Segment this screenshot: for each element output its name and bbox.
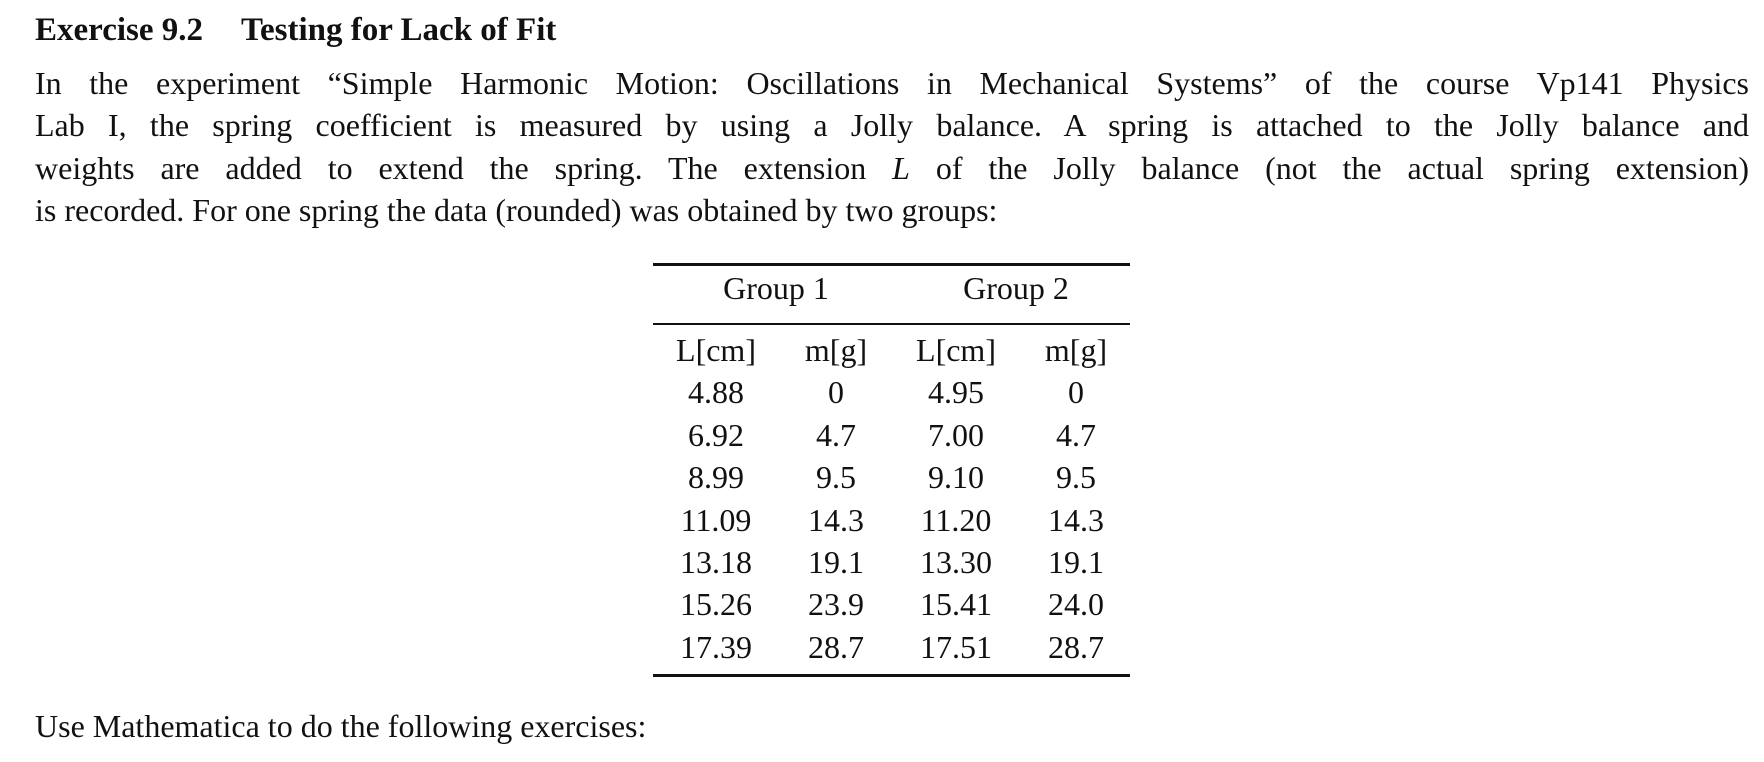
table-cell: 4.7 [1056,416,1096,453]
table-cell: 17.39 [680,628,752,665]
table-cell: 19.1 [808,544,864,580]
table-cell: 4.95 [928,374,984,411]
text-segment: of the Jolly balance (not the actual spr… [909,149,1750,186]
text-line: weights are added to extend the spring. … [35,147,1749,189]
exercise-heading: Exercise 9.2 Testing for Lack of Fit [35,12,556,49]
table-cell: 4.88 [688,374,744,411]
table-cell: 6.92 [688,416,744,453]
table-cell: 11.20 [920,501,992,538]
table-cell: 7.00 [928,416,984,453]
table-rule [653,263,1130,266]
table-cell: 14.3 [808,501,864,538]
table-cell: 19.1 [1048,544,1104,580]
table-cell: 0 [1068,374,1084,411]
table-cell: 4.7 [816,416,856,453]
table-cell: 15.41 [920,586,992,623]
exercise-number: Exercise 9.2 [35,12,204,48]
table-cell: 14.3 [1048,501,1104,538]
table-cell: 28.7 [1048,628,1104,665]
column-header: L[cm] [916,332,996,368]
table-rule [653,323,1130,325]
column-header: m[g] [1044,332,1108,368]
footer-text: Use Mathematica to do the following exer… [35,708,647,744]
table-cell: 28.7 [808,628,864,665]
math-variable: L [892,149,910,186]
table-cell: 15.26 [680,586,752,623]
text-line: Lab I, the spring coefficient is measure… [35,107,1749,144]
table-cell: 17.51 [920,628,992,665]
text-line: In the experiment “Simple Harmonic Motio… [35,65,1749,101]
table-cell: 23.9 [808,586,864,623]
text-line: is recorded. For one spring the data (ro… [35,192,998,229]
paragraph: In the experiment “Simple Harmonic Motio… [35,62,1749,232]
table-cell: 13.30 [920,544,992,580]
column-header: L[cm] [676,332,756,368]
table-cell: 13.18 [680,544,752,580]
column-header: m[g] [804,332,868,368]
table-cell: 0 [828,374,844,411]
group-header: Group 2 [963,270,1069,306]
table-cell: 11.09 [680,501,752,538]
table-cell: 9.10 [928,459,984,496]
group-header: Group 1 [723,270,829,306]
text-segment: weights are added to extend the spring. … [35,149,893,186]
exercise-title: Testing for Lack of Fit [241,12,557,48]
table-cell: 8.99 [688,459,744,496]
table-cell: 24.0 [1048,586,1104,623]
table-cell: 9.5 [816,459,856,496]
table-rule [653,674,1130,677]
table-cell: 9.5 [1056,459,1096,496]
